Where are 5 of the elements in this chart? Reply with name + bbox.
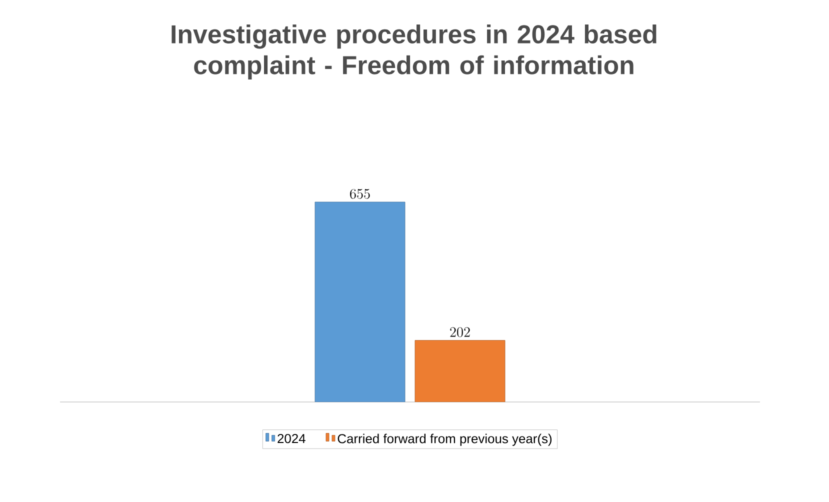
data-label: 202 xyxy=(450,327,470,338)
chart-title: Investigative procedures in 2024 based complaint - Freedom of information xyxy=(172,24,656,80)
data-label: 655 xyxy=(350,188,370,199)
legend-label: 2024 xyxy=(278,434,306,444)
legend-label: Carried forward from previous year(s) xyxy=(338,434,552,446)
